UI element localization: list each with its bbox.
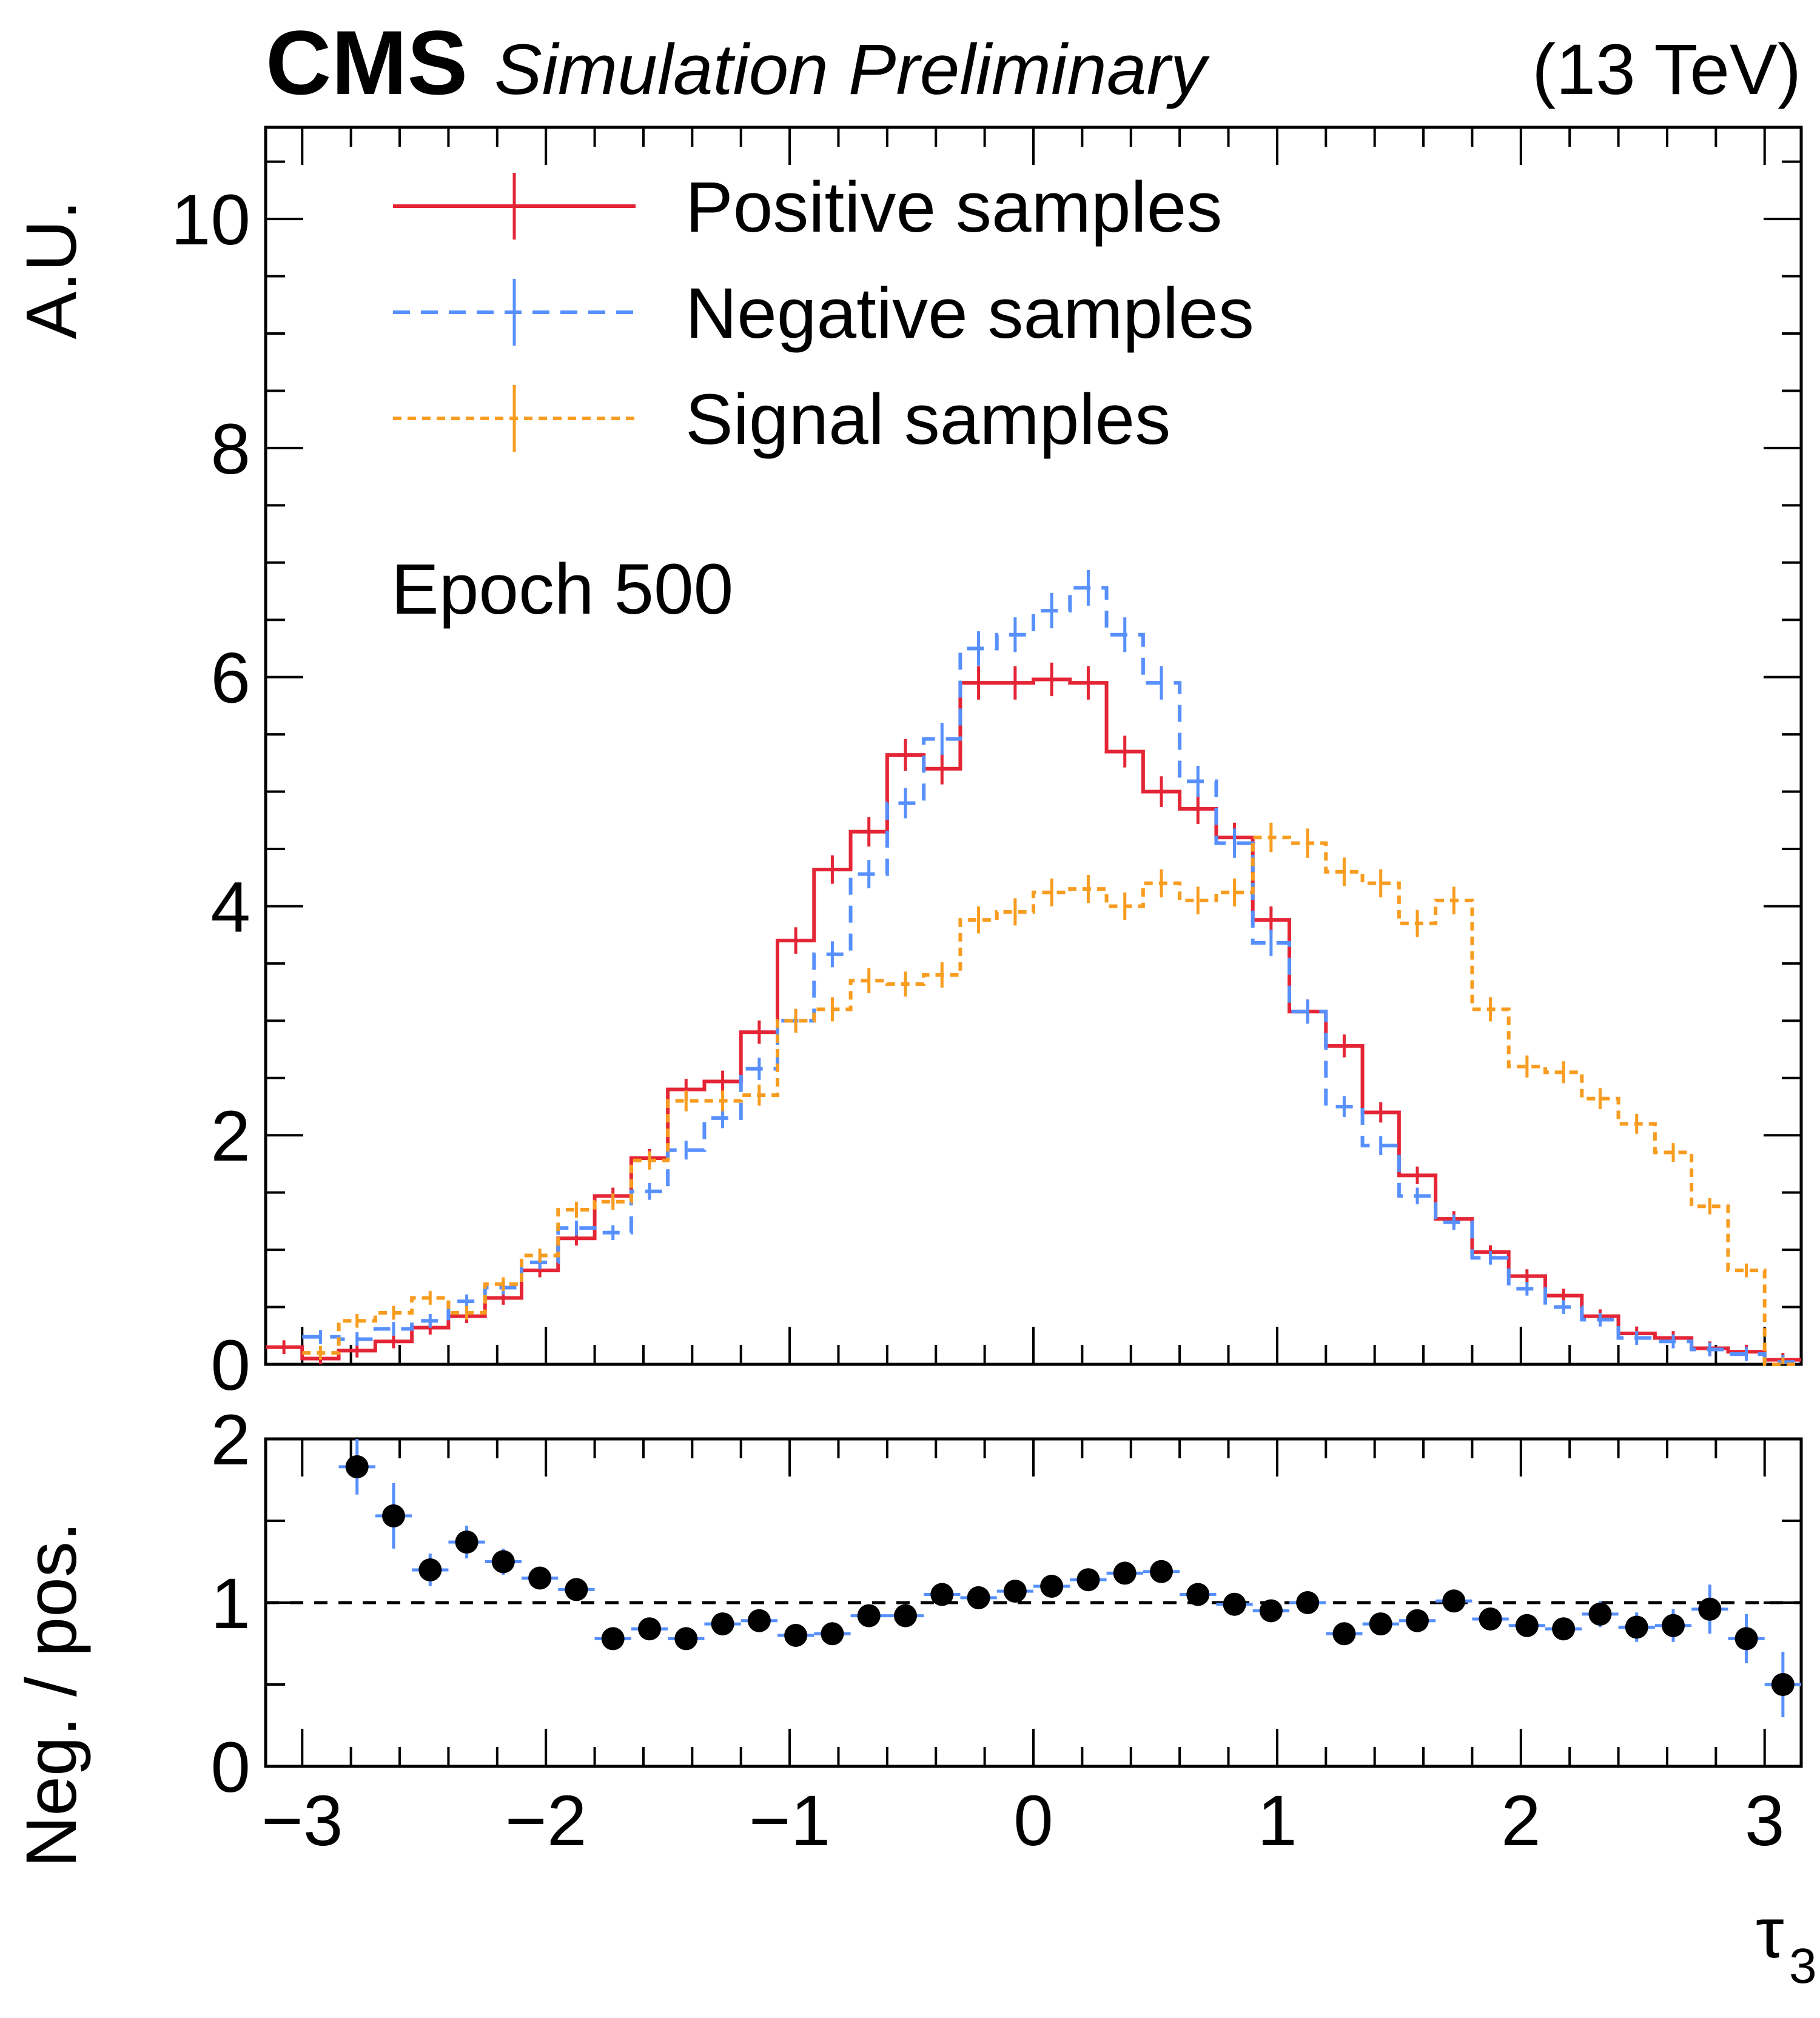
ratio-point bbox=[821, 1622, 844, 1646]
cms-label: CMS bbox=[266, 12, 468, 113]
x-tick-label: −2 bbox=[505, 1781, 587, 1861]
y-axis-title-main: A.U. bbox=[12, 200, 92, 340]
ratio-point bbox=[1003, 1580, 1027, 1603]
histogram-negative-samples bbox=[302, 586, 1801, 1364]
ratio-point bbox=[1296, 1591, 1320, 1614]
ratio-point bbox=[1406, 1609, 1429, 1632]
y-tick-label-main: 8 bbox=[210, 409, 250, 489]
ratio-point bbox=[1442, 1589, 1466, 1613]
ratio-point bbox=[784, 1624, 808, 1647]
energy-label: (13 TeV) bbox=[1532, 30, 1801, 110]
ratio-point bbox=[1259, 1599, 1283, 1623]
ratio-point bbox=[1040, 1575, 1064, 1598]
simulation-preliminary-label: Simulation Preliminary bbox=[494, 30, 1210, 110]
y-tick-label-main: 6 bbox=[210, 639, 250, 719]
y-axis-title-ratio: Neg. / pos. bbox=[12, 1521, 92, 1868]
legend-label: Signal samples bbox=[685, 380, 1170, 460]
y-tick-label-main: 0 bbox=[210, 1326, 250, 1406]
ratio-point bbox=[1625, 1615, 1648, 1639]
ratio-point bbox=[967, 1586, 990, 1609]
ratio-point bbox=[930, 1583, 954, 1606]
histogram-signal-samples bbox=[302, 836, 1801, 1366]
ratio-point bbox=[491, 1550, 515, 1574]
y-tick-label-ratio: 0 bbox=[210, 1728, 250, 1808]
ratio-point bbox=[711, 1612, 734, 1636]
x-axis-title-subscript: 3 bbox=[1789, 1939, 1817, 1994]
x-tick-label: 0 bbox=[1013, 1781, 1053, 1861]
x-tick-label: 2 bbox=[1501, 1781, 1541, 1861]
y-tick-label-ratio: 1 bbox=[210, 1564, 250, 1644]
ratio-point bbox=[1369, 1612, 1392, 1636]
ratio-point bbox=[565, 1578, 588, 1601]
ratio-point bbox=[857, 1604, 881, 1627]
ratio-point bbox=[528, 1566, 552, 1590]
ratio-point bbox=[1113, 1561, 1137, 1585]
ratio-point bbox=[1479, 1607, 1502, 1631]
ratio-point bbox=[1588, 1602, 1612, 1626]
ratio-pad: 0 1 2 −3 −2 −1 0 1 2 3 bbox=[210, 1400, 1803, 1861]
x-tick-label: 1 bbox=[1257, 1781, 1297, 1861]
ratio-point bbox=[1734, 1627, 1758, 1651]
ratio-point bbox=[1186, 1583, 1210, 1606]
ratio-point bbox=[1771, 1673, 1795, 1696]
histogram-positive-samples bbox=[266, 677, 1801, 1362]
ratio-point bbox=[747, 1609, 771, 1632]
ratio-point bbox=[455, 1530, 479, 1554]
ratio-point bbox=[894, 1604, 917, 1627]
x-tick-label: 3 bbox=[1745, 1781, 1785, 1861]
ratio-point bbox=[638, 1617, 661, 1641]
x-axis-title-tau: τ bbox=[1756, 1893, 1784, 1973]
y-tick-label-main: 2 bbox=[210, 1096, 250, 1176]
ratio-point bbox=[1076, 1568, 1100, 1592]
ratio-point bbox=[418, 1558, 442, 1581]
ratio-point bbox=[1515, 1614, 1539, 1637]
legend-label: Negative samples bbox=[685, 273, 1254, 354]
ratio-point bbox=[1698, 1597, 1722, 1621]
y-tick-label-main: 10 bbox=[171, 180, 250, 260]
ratio-point bbox=[1332, 1622, 1356, 1646]
ratio-point bbox=[601, 1627, 625, 1651]
x-tick-label: −1 bbox=[749, 1781, 831, 1861]
main-pad: 0 2 4 6 8 10 bbox=[171, 126, 1803, 1406]
y-tick-label-main: 4 bbox=[210, 867, 250, 947]
ratio-point bbox=[382, 1504, 405, 1527]
x-tick-label: −3 bbox=[261, 1781, 343, 1861]
ratio-point bbox=[345, 1455, 369, 1478]
ratio-point bbox=[1223, 1592, 1246, 1616]
ratio-point bbox=[1552, 1617, 1576, 1641]
x-axis-title: τ 3 bbox=[1756, 1893, 1817, 1994]
ratio-point bbox=[1150, 1560, 1173, 1583]
epoch-annotation: Epoch 500 bbox=[391, 549, 733, 629]
legend-label: Positive samples bbox=[685, 167, 1222, 247]
legend: Positive samples Negative samples Signal s… bbox=[393, 167, 1254, 460]
ratio-point bbox=[674, 1627, 698, 1651]
ratio-point bbox=[1662, 1614, 1685, 1637]
y-tick-label-ratio: 2 bbox=[210, 1400, 250, 1480]
